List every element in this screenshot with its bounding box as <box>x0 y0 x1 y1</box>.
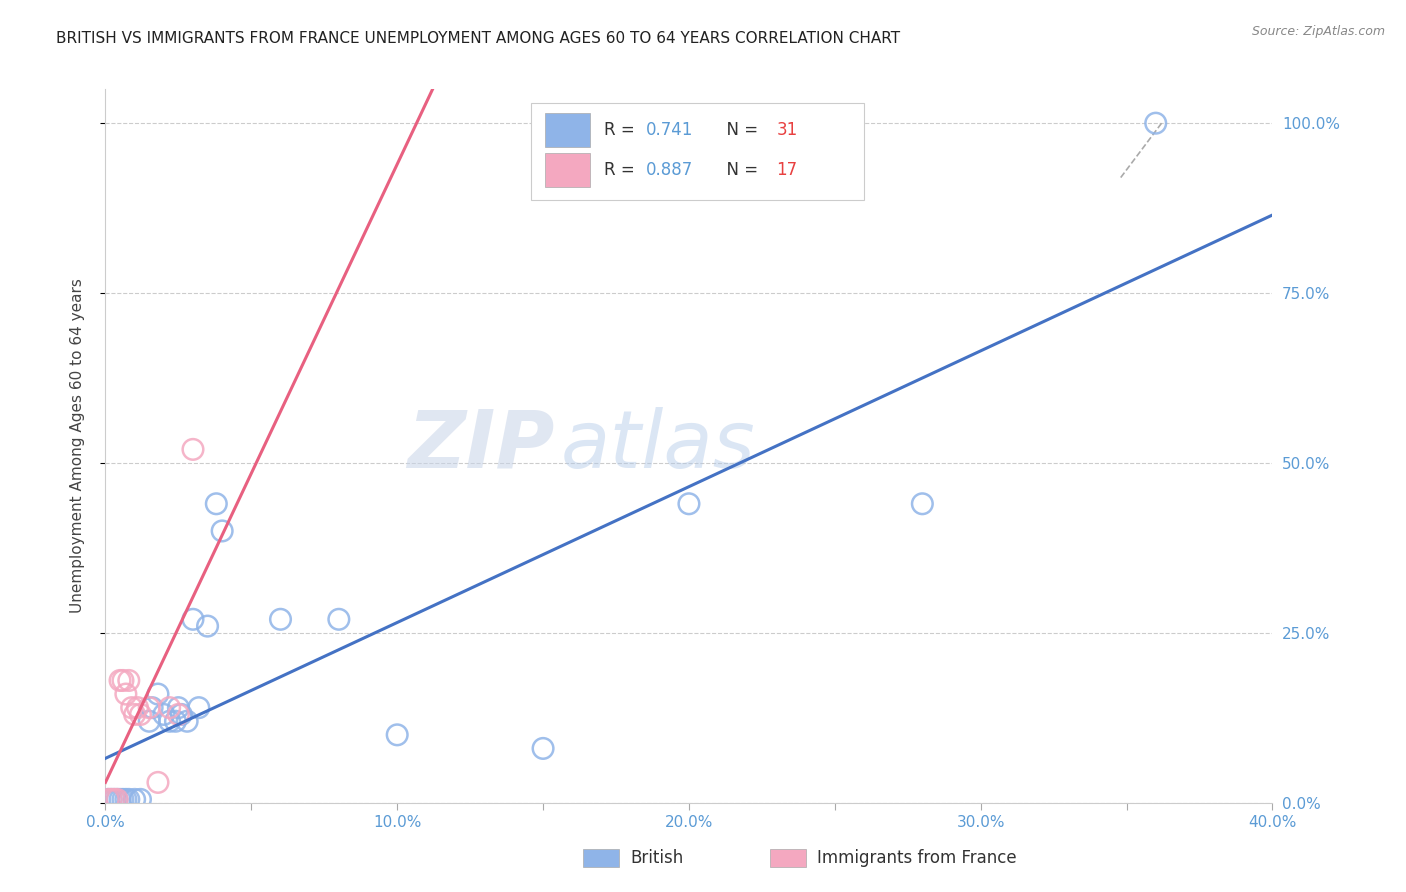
Point <box>108 673 131 688</box>
Point <box>197 619 219 633</box>
Text: BRITISH VS IMMIGRANTS FROM FRANCE UNEMPLOYMENT AMONG AGES 60 TO 64 YEARS CORRELA: BRITISH VS IMMIGRANTS FROM FRANCE UNEMPL… <box>56 31 900 46</box>
Point <box>678 497 700 511</box>
Text: 31: 31 <box>776 121 797 139</box>
Point <box>141 700 163 714</box>
Point <box>100 792 122 806</box>
Point <box>100 792 122 806</box>
Text: 0.887: 0.887 <box>645 161 693 178</box>
FancyBboxPatch shape <box>546 112 589 147</box>
Point <box>165 714 187 729</box>
Point <box>103 792 125 806</box>
Point <box>328 612 350 626</box>
Point <box>138 714 160 729</box>
Point <box>211 524 233 538</box>
Point <box>105 792 128 806</box>
Point <box>118 673 141 688</box>
Point <box>97 792 120 806</box>
Y-axis label: Unemployment Among Ages 60 to 64 years: Unemployment Among Ages 60 to 64 years <box>70 278 84 614</box>
Point <box>115 792 138 806</box>
Text: R =: R = <box>603 121 640 139</box>
Point <box>124 792 146 806</box>
Point <box>146 775 169 789</box>
Point <box>118 792 141 806</box>
Point <box>115 687 138 701</box>
Point <box>167 700 190 714</box>
Point <box>111 792 134 806</box>
Point <box>1144 116 1167 130</box>
Text: N =: N = <box>716 161 763 178</box>
Point <box>911 497 934 511</box>
Point <box>385 728 408 742</box>
Point <box>111 673 134 688</box>
Point <box>176 714 198 729</box>
FancyBboxPatch shape <box>546 153 589 187</box>
Point <box>129 707 152 722</box>
Text: British: British <box>630 849 683 867</box>
Point <box>170 707 193 722</box>
Text: ZIP: ZIP <box>408 407 555 485</box>
Point <box>167 707 190 722</box>
Point <box>138 700 160 714</box>
Text: 0.741: 0.741 <box>645 121 693 139</box>
Point <box>97 792 120 806</box>
Text: atlas: atlas <box>561 407 755 485</box>
Text: N =: N = <box>716 121 763 139</box>
Point <box>121 700 143 714</box>
Point <box>127 700 149 714</box>
FancyBboxPatch shape <box>531 103 863 200</box>
Point <box>269 612 292 626</box>
Point <box>205 497 228 511</box>
Text: Immigrants from France: Immigrants from France <box>817 849 1017 867</box>
Text: R =: R = <box>603 161 640 178</box>
Point <box>124 707 146 722</box>
Point <box>153 707 174 722</box>
Point <box>531 741 554 756</box>
Point <box>159 700 181 714</box>
Point <box>159 714 181 729</box>
Text: 17: 17 <box>776 161 797 178</box>
Point <box>108 792 131 806</box>
Point <box>129 792 152 806</box>
Point <box>146 687 169 701</box>
Text: Source: ZipAtlas.com: Source: ZipAtlas.com <box>1251 25 1385 38</box>
Point <box>181 442 204 457</box>
Point <box>103 792 125 806</box>
Point <box>187 700 209 714</box>
Point <box>181 612 204 626</box>
Point <box>105 792 128 806</box>
